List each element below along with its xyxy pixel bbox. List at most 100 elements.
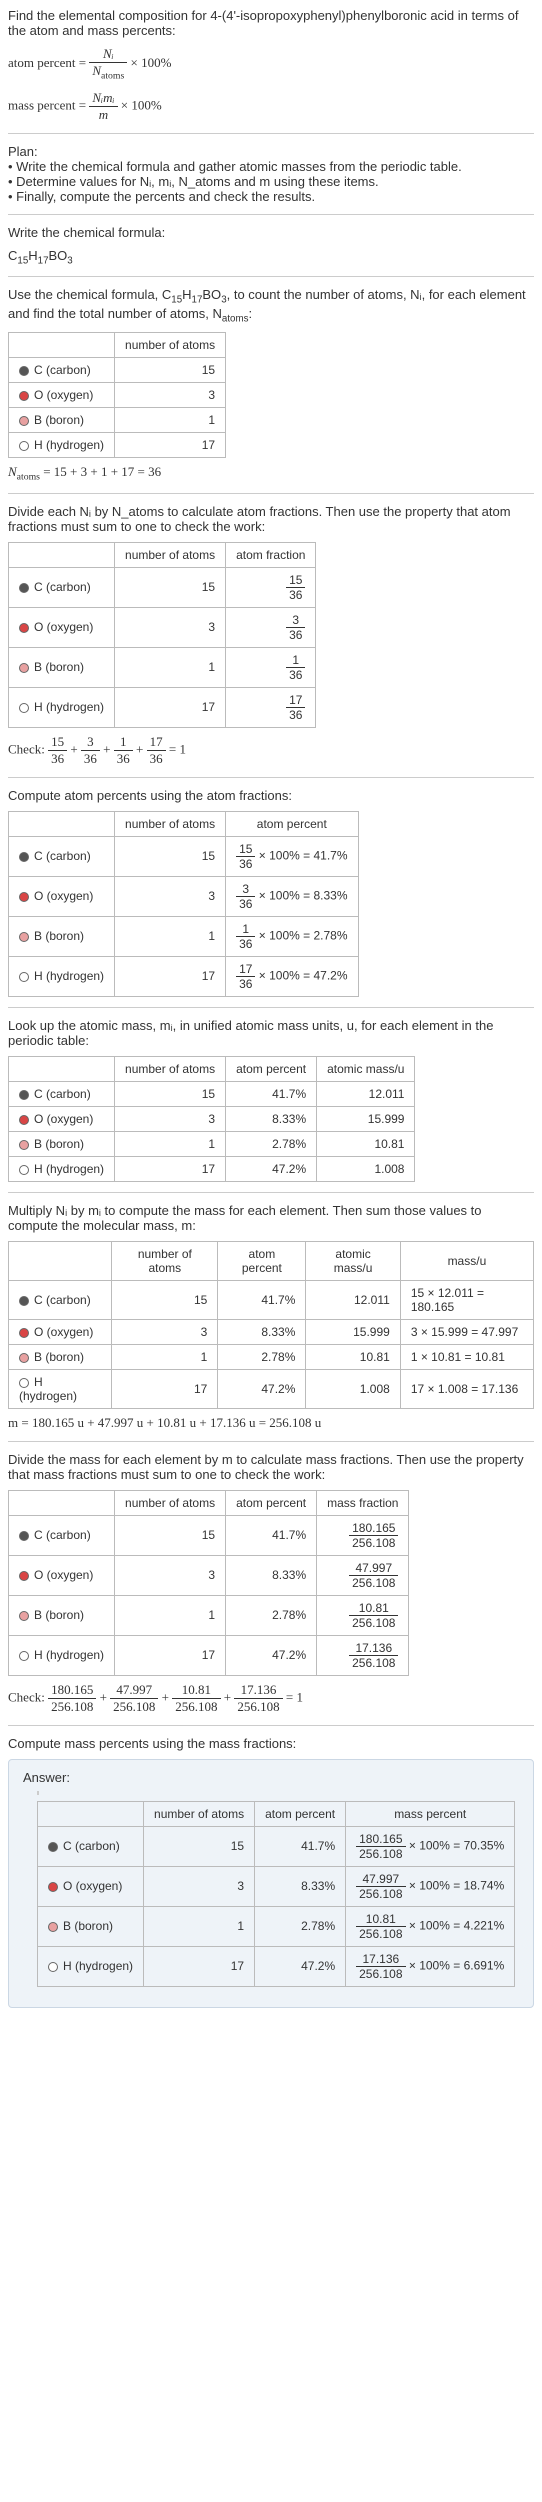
c1n: 15 xyxy=(48,734,67,751)
hydrogen-dot-icon xyxy=(19,1165,29,1175)
mfh-d: 256.108 xyxy=(349,1656,398,1670)
mass-fraction-table: number of atomsatom percentmass fraction… xyxy=(8,1490,409,1676)
hydrogen-dot-icon xyxy=(19,703,29,713)
mp-o: × 100% = 18.74% xyxy=(409,1879,504,1893)
n-b5: 1 xyxy=(112,1344,218,1369)
c2d: 36 xyxy=(81,751,100,767)
n-b2: 1 xyxy=(115,647,226,687)
table-row: C (carbon)151536 xyxy=(9,567,316,607)
table-row: C (carbon)1541.7%180.165256.108 xyxy=(9,1515,409,1555)
table-row: B (boron)1136 × 100% = 2.78% xyxy=(9,916,359,956)
Nimi-sym: Nᵢmᵢ xyxy=(92,90,114,105)
el-c6: C (carbon) xyxy=(34,1528,91,1542)
carbon-dot-icon xyxy=(19,1531,29,1541)
aps-h5: 47.2% xyxy=(218,1369,306,1408)
boron-dot-icon xyxy=(19,1611,29,1621)
aps-c5: 41.7% xyxy=(218,1280,306,1319)
n-h2: 17 xyxy=(115,687,226,727)
k3n: 10.81 xyxy=(172,1682,220,1699)
aps-c6: 41.7% xyxy=(226,1515,317,1555)
col-n3: number of atoms xyxy=(115,811,226,836)
am-h5: 1.008 xyxy=(306,1369,400,1408)
n-c5: 15 xyxy=(112,1280,218,1319)
table-row: B (boron)12.78%10.81256.108 × 100% = 4.2… xyxy=(38,1906,515,1946)
carbon-dot-icon xyxy=(19,583,29,593)
mfc-d: 256.108 xyxy=(349,1536,398,1550)
mph-n: 17.136 xyxy=(356,1952,405,1967)
plan-title: Plan: xyxy=(8,144,534,159)
table-row: B (boron)1 xyxy=(9,408,226,433)
table-row: H (hydrogen)1747.2%17.136256.108 × 100% … xyxy=(38,1946,515,1986)
n-c: 15 xyxy=(115,358,226,383)
mpc-n: 180.165 xyxy=(356,1832,405,1847)
c4d: 36 xyxy=(147,751,166,767)
aps-h6: 47.2% xyxy=(226,1635,317,1675)
table-row: C (carbon)1541.7%12.01115 × 12.011 = 180… xyxy=(9,1280,534,1319)
fh-d: 36 xyxy=(286,708,305,722)
n-b7: 1 xyxy=(144,1906,255,1946)
aps-b7: 2.78% xyxy=(255,1906,346,1946)
el-h6: H (hydrogen) xyxy=(34,1648,104,1662)
compute-atom-pct-title: Compute atom percents using the atom fra… xyxy=(8,788,534,803)
boron-dot-icon xyxy=(19,1140,29,1150)
n-c4: 15 xyxy=(115,1081,226,1106)
pc-cd: 36 xyxy=(236,857,255,871)
mfb-d: 256.108 xyxy=(349,1616,398,1630)
hydrogen-dot-icon xyxy=(19,1378,29,1388)
n-o2: 3 xyxy=(115,607,226,647)
table-row: O (oxygen)38.33%47.997256.108 xyxy=(9,1555,409,1595)
mass-frac-intro: Divide the mass for each element by m to… xyxy=(8,1452,534,1482)
table-row: B (boron)12.78%10.811 × 10.81 = 10.81 xyxy=(9,1344,534,1369)
pc-h: × 100% = 47.2% xyxy=(259,969,348,983)
el-h7: H (hydrogen) xyxy=(63,1959,133,1973)
col-mu: mass/u xyxy=(400,1241,533,1280)
col-af: atom fraction xyxy=(226,542,316,567)
atom-percent-formula: atom percent = NᵢNatoms × 100% xyxy=(8,46,534,82)
mass-percent-label: mass percent = xyxy=(8,97,86,112)
compute-mass-pct-title: Compute mass percents using the mass fra… xyxy=(8,1736,534,1751)
fh-n: 17 xyxy=(286,693,305,708)
am-b: 10.81 xyxy=(317,1131,415,1156)
k1n: 180.165 xyxy=(48,1682,96,1699)
el-b4: B (boron) xyxy=(34,1137,84,1151)
chemical-formula: C15H17BO3 xyxy=(8,248,534,267)
table-row: C (carbon)15 xyxy=(9,358,226,383)
col-number: number of atoms xyxy=(115,333,226,358)
table-row: C (carbon)1541.7%180.165256.108 × 100% =… xyxy=(38,1826,515,1866)
mfh-n: 17.136 xyxy=(349,1641,398,1656)
fo-d: 36 xyxy=(286,628,305,642)
table-row: H (hydrogen)1747.2%1.00817 × 1.008 = 17.… xyxy=(9,1369,534,1408)
natoms-eq: Natoms = 15 + 3 + 1 + 17 = 36 xyxy=(8,464,534,483)
aps-b5: 2.78% xyxy=(218,1344,306,1369)
k2n: 47.997 xyxy=(110,1682,158,1699)
col-am5: atomic mass/u xyxy=(306,1241,400,1280)
col-n2: number of atoms xyxy=(115,542,226,567)
intro-text: Find the elemental composition for 4-(4'… xyxy=(8,8,534,38)
n-h5: 17 xyxy=(112,1369,218,1408)
n-b: 1 xyxy=(115,408,226,433)
k2d: 256.108 xyxy=(110,1699,158,1715)
col-n6: number of atoms xyxy=(115,1490,226,1515)
el-h2: H (hydrogen) xyxy=(34,700,104,714)
check2-rhs: = 1 xyxy=(286,1689,303,1704)
oxygen-dot-icon xyxy=(48,1882,58,1892)
mass-calc-table: number of atomsatom percentatomic mass/u… xyxy=(8,1241,534,1409)
el-b7: B (boron) xyxy=(63,1919,113,1933)
el-o3: O (oxygen) xyxy=(34,889,93,903)
el-c5: C (carbon) xyxy=(34,1293,91,1307)
el-c4: C (carbon) xyxy=(34,1087,91,1101)
pc-cn: 15 xyxy=(236,842,255,857)
el-h4: H (hydrogen) xyxy=(34,1162,104,1176)
el-o: O (oxygen) xyxy=(34,388,93,402)
mpo-n: 47.997 xyxy=(356,1872,405,1887)
times-100-b: × 100% xyxy=(121,97,162,112)
n-b3: 1 xyxy=(115,916,226,956)
mc-c: 15 × 12.011 = 180.165 xyxy=(400,1280,533,1319)
pc-bd: 36 xyxy=(236,937,255,951)
lookup-mass-title: Look up the atomic mass, mᵢ, in unified … xyxy=(8,1018,534,1048)
mass-percent-formula: mass percent = Nᵢmᵢm × 100% xyxy=(8,90,534,123)
table-row: O (oxygen)38.33%47.997256.108 × 100% = 1… xyxy=(38,1866,515,1906)
answer-label: Answer: xyxy=(23,1770,519,1785)
n-b6: 1 xyxy=(115,1595,226,1635)
table-row: H (hydrogen)171736 xyxy=(9,687,316,727)
